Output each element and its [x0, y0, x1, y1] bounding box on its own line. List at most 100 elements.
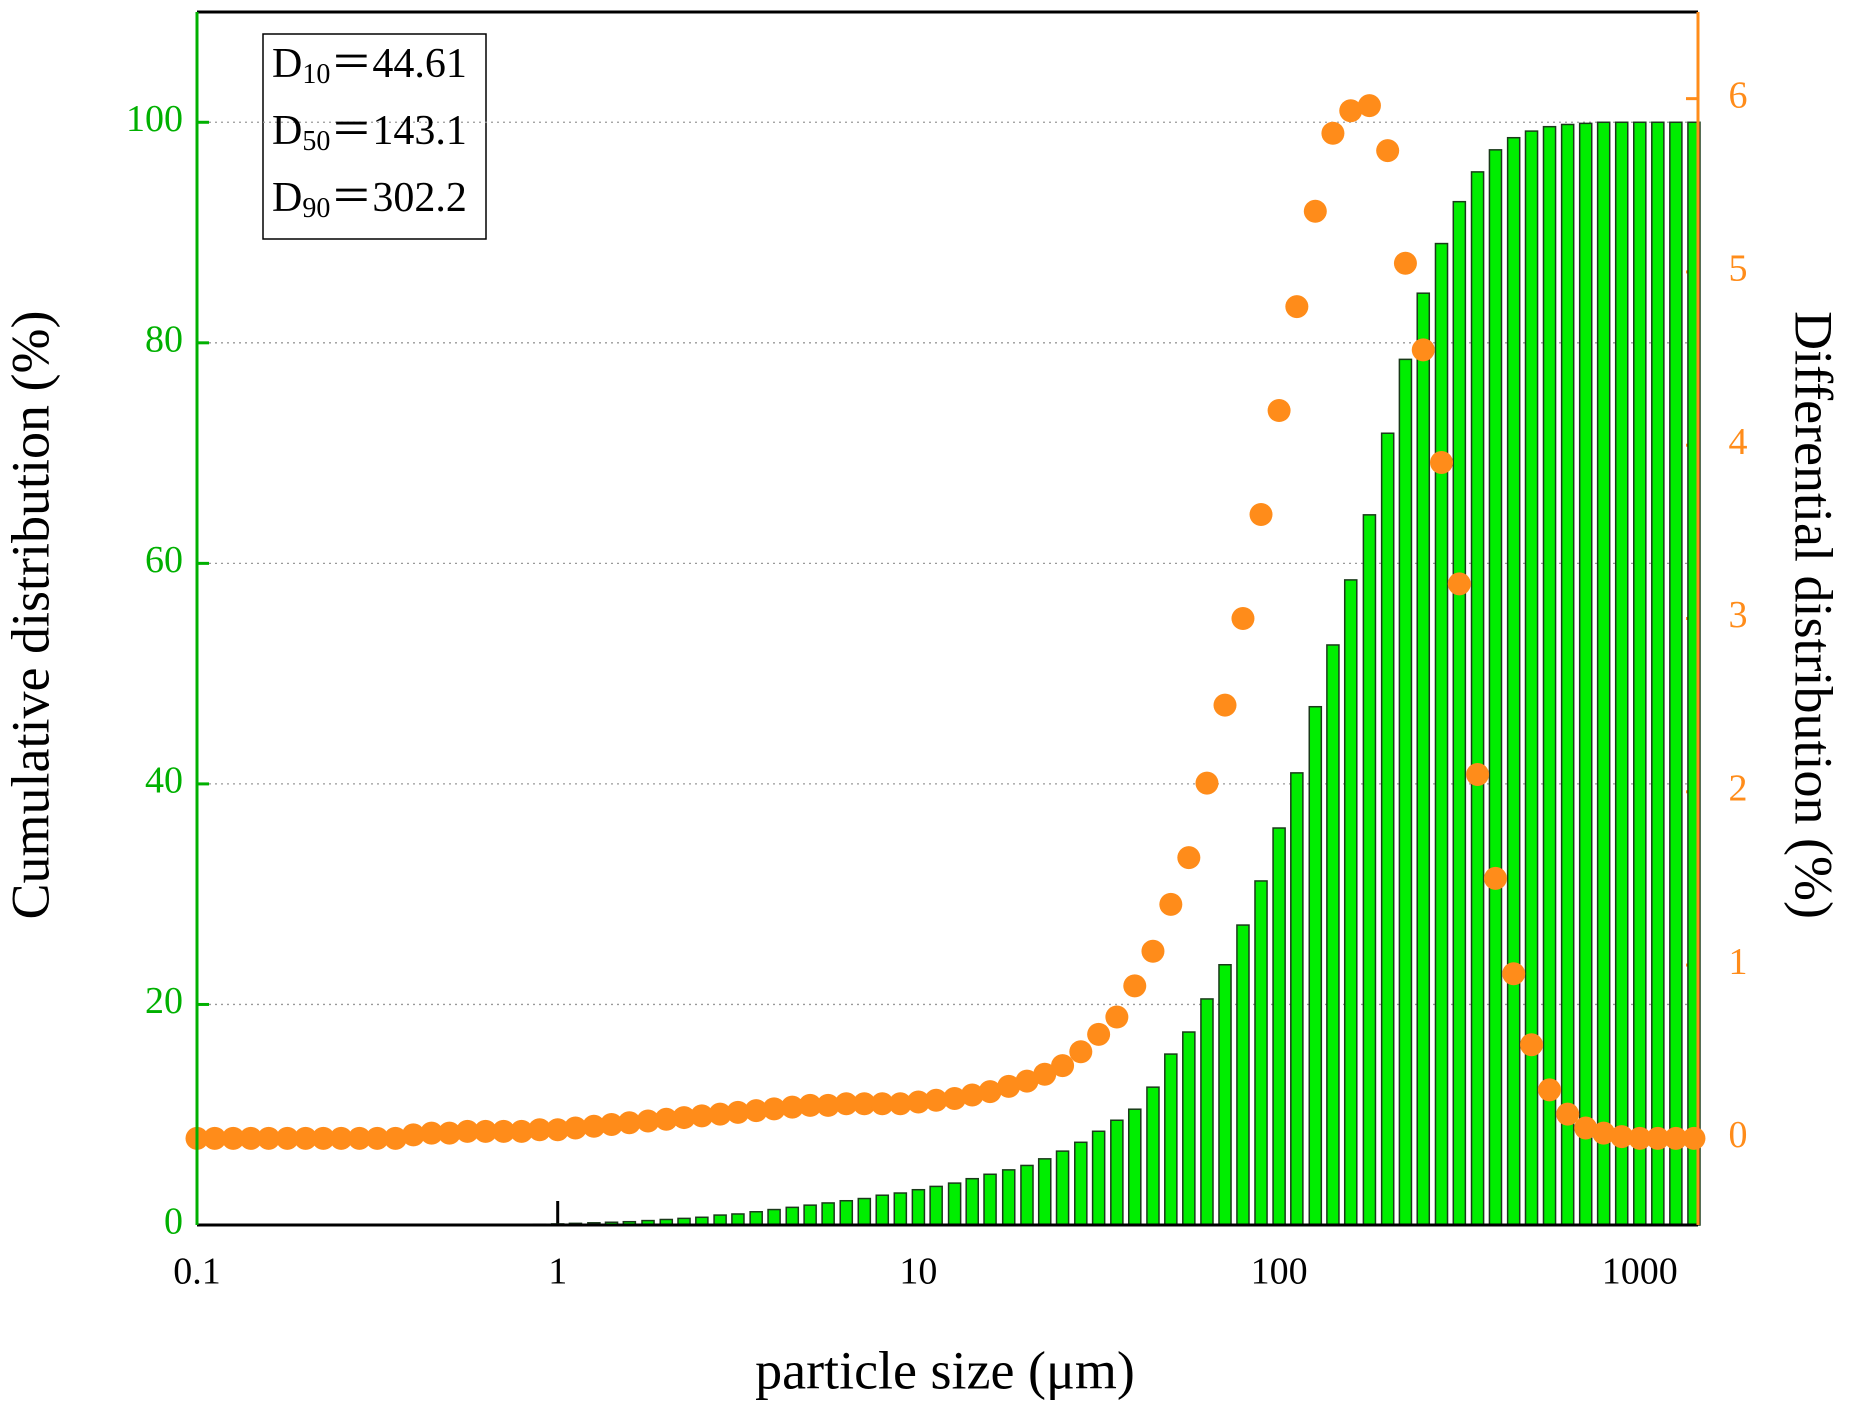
scatter-point [1033, 1062, 1057, 1086]
scatter-point [563, 1116, 587, 1140]
scatter-point [275, 1126, 299, 1150]
bar [1470, 171, 1485, 1226]
x-tick-label: 1 [548, 1251, 567, 1293]
bar [1110, 1119, 1124, 1226]
bar [1380, 432, 1395, 1226]
scatter-point [437, 1121, 461, 1145]
bar [1578, 122, 1593, 1226]
scatter-point [690, 1104, 714, 1128]
bar [1488, 149, 1503, 1226]
scatter-point [1592, 1121, 1616, 1145]
annotation: D90＝302.2 [272, 175, 467, 225]
y2-tick-label: 4 [1729, 421, 1748, 463]
scatter-point [239, 1126, 263, 1150]
bar [749, 1211, 763, 1226]
bar [1416, 292, 1431, 1226]
scatter-point [1411, 338, 1435, 362]
scatter-point [474, 1119, 498, 1143]
annotation-box [262, 33, 487, 240]
bar [821, 1202, 835, 1226]
scatter-point [365, 1126, 389, 1150]
scatter-point [347, 1126, 371, 1150]
annotation-base: D [272, 175, 302, 221]
bar [839, 1199, 854, 1226]
annotation-base: D [272, 108, 302, 154]
scatter-point [1556, 1102, 1580, 1126]
scatter-point [492, 1119, 516, 1143]
scatter-point [221, 1126, 245, 1150]
annotation: D10＝44.61 [272, 41, 467, 91]
scatter-point [834, 1092, 858, 1116]
y-tick-label: 60 [145, 539, 183, 581]
bar [785, 1206, 800, 1226]
bar [857, 1197, 872, 1226]
bar [1200, 998, 1214, 1226]
scatter-point [510, 1119, 534, 1143]
scatter-point [1393, 251, 1417, 275]
scatter-point [1664, 1126, 1688, 1150]
scatter-point [997, 1074, 1021, 1098]
x-tick-label: 100 [1251, 1251, 1308, 1293]
bar [1236, 924, 1250, 1226]
scatter-point [420, 1121, 444, 1145]
scatter-point [888, 1092, 912, 1116]
scatter-point [636, 1109, 660, 1133]
bar [1182, 1031, 1196, 1226]
bar [1127, 1108, 1142, 1226]
scatter-point [1105, 1005, 1129, 1029]
x-axis-label: particle size (μm) [755, 1340, 1135, 1400]
scatter-point [1628, 1126, 1652, 1150]
scatter-point [294, 1126, 318, 1150]
bar [1290, 772, 1304, 1226]
scatter-point [1015, 1069, 1039, 1093]
scatter-point [455, 1119, 479, 1143]
bar [767, 1208, 781, 1226]
x-tick-label: 0.1 [173, 1251, 221, 1293]
scatter-point [1520, 1033, 1544, 1057]
scatter-point [1231, 607, 1255, 630]
bar [1633, 121, 1647, 1226]
scatter-point [1357, 94, 1381, 118]
scatter-point [383, 1126, 407, 1150]
scatter-point [1447, 572, 1471, 596]
scatter-point [1051, 1054, 1075, 1078]
scatter-point [1249, 503, 1273, 527]
scatter-point [528, 1118, 552, 1142]
bar [1614, 121, 1629, 1226]
scatter-point [546, 1118, 570, 1142]
annotation-sub: 90 [302, 193, 330, 224]
scatter-point [1267, 399, 1291, 423]
bar [1164, 1053, 1178, 1226]
bar [1596, 121, 1611, 1226]
scatter-point [924, 1088, 948, 1112]
x-tick-label: 10 [899, 1251, 937, 1293]
bar [983, 1173, 997, 1226]
scatter-point [311, 1126, 335, 1150]
bar [1146, 1086, 1160, 1226]
bar [1343, 579, 1358, 1226]
bar [1037, 1158, 1052, 1226]
scatter-point [1321, 121, 1345, 145]
bar [1254, 880, 1268, 1226]
scatter-point [1574, 1116, 1598, 1140]
scatter-point [1339, 99, 1363, 123]
bar [1326, 644, 1340, 1226]
scatter-point [1285, 295, 1309, 319]
y-axis-label: Cumulative distribution (%) [0, 311, 60, 920]
scatter-point [1483, 866, 1507, 890]
scatter-point [1682, 1126, 1706, 1150]
annotation-sub: 50 [302, 126, 330, 157]
y-tick-label: 20 [145, 980, 183, 1022]
bar [1055, 1150, 1070, 1226]
bar [1020, 1164, 1034, 1226]
y2-tick-label: 2 [1729, 768, 1748, 810]
bar [947, 1182, 962, 1226]
scatter-point [798, 1093, 822, 1117]
bar [893, 1192, 908, 1226]
bar [1091, 1130, 1106, 1226]
y2-tick-label: 3 [1729, 594, 1748, 636]
scatter-point [329, 1126, 353, 1150]
annotation: D50＝143.1 [272, 108, 467, 158]
scatter-point [1538, 1078, 1562, 1102]
